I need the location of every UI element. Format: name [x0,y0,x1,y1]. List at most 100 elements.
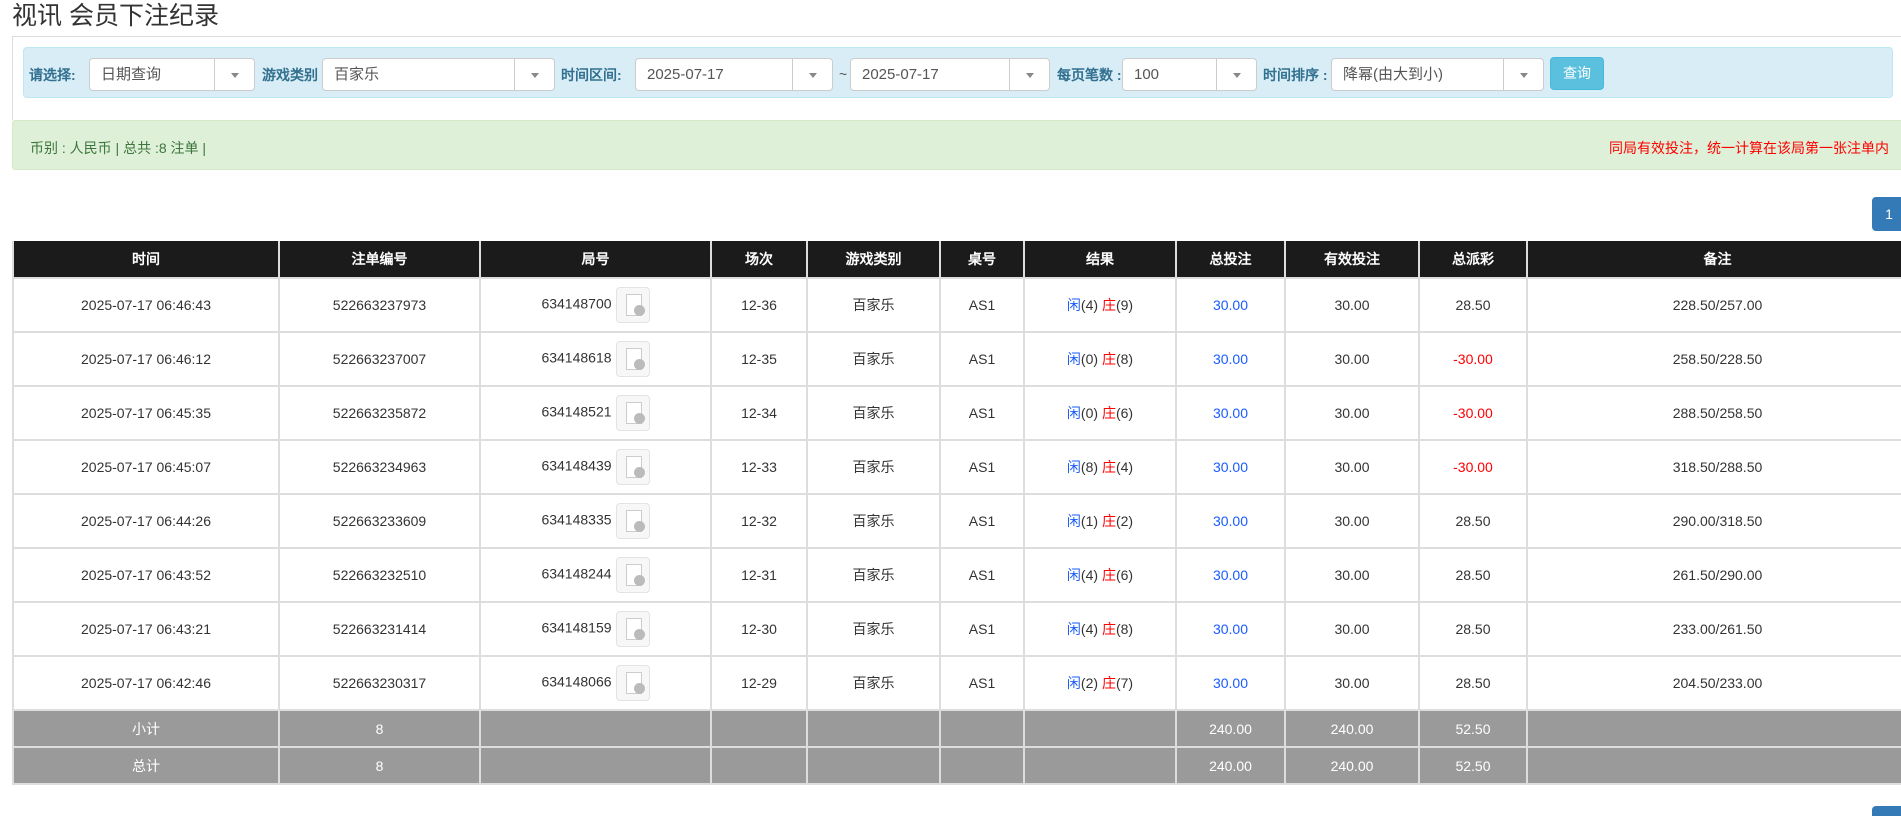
shoe-cell: 12-30 [710,601,808,657]
video-replay-icon[interactable] [615,503,650,539]
video-replay-icon[interactable] [615,341,650,377]
shoe-cell: 12-36 [710,277,808,333]
bet-id-cell: 522663237007 [278,331,481,387]
bet-records-table: 时间 注单编号 局号 场次 游戏类别 桌号 结果 总投注 有效投注 总派彩 备注 2025-07-1… [12,241,1901,785]
chevron-down-icon [1503,59,1543,90]
empty-cell [1526,746,1901,785]
sort-select[interactable]: 降幂(由大到小) [1331,58,1544,91]
table-row: 2025-07-17 06:46:12 522663237007 634148618… [12,331,1901,387]
round-number: 634148335 [541,511,612,528]
page-1-button[interactable]: 1 [1872,197,1901,231]
bet-id-cell: 522663230317 [278,655,481,711]
player-label: 闲 [1066,675,1081,691]
banker-score: (7) [1115,675,1134,691]
payout-cell: 52.50 [1418,746,1528,785]
perpage-select[interactable]: 100 [1122,58,1257,91]
player-label: 闲 [1066,513,1081,529]
subtotal-row: 小计 8 240.00 240.00 52.50 [12,709,1901,748]
game-type-select[interactable]: 百家乐 [322,58,555,91]
banker-label: 庄 [1101,459,1116,475]
player-label: 闲 [1066,405,1081,421]
note-cell: 290.00/318.50 [1526,493,1901,549]
total-bet-cell: 30.00 [1175,655,1286,711]
time-cell: 2025-07-17 06:42:46 [12,655,280,711]
payout-cell: 28.50 [1418,493,1528,549]
round-cell: 634148618 [479,331,712,387]
game-label: 游戏类别 [262,67,318,83]
header-total-bet: 总投注 [1175,241,1286,279]
round-number: 634148439 [541,457,612,474]
round-number: 634148244 [541,565,612,582]
round-cell: 634148335 [479,493,712,549]
query-button[interactable]: 查询 [1550,57,1604,90]
banker-label: 庄 [1101,405,1116,421]
summary-bar: 币别 : 人民币 | 总共 :8 注单 | 同局有效投注，统一计算在该局第一张注… [12,120,1901,170]
query-type-select[interactable]: 日期查询 [89,58,255,91]
total-bet-cell: 30.00 [1175,493,1286,549]
select-label: 请选择: [29,67,76,83]
bet-id-cell: 522663234963 [278,439,481,495]
game-cell: 百家乐 [806,547,941,603]
valid-bet-cell: 30.00 [1284,277,1420,333]
round-number: 634148618 [541,349,612,366]
table-no-cell: AS1 [939,277,1025,333]
date-from-select[interactable]: 2025-07-17 [635,58,833,91]
game-cell: 百家乐 [806,385,941,441]
date-to-select[interactable]: 2025-07-17 [850,58,1050,91]
banker-score: (8) [1115,621,1134,637]
player-score: (0) [1080,405,1099,421]
payout-cell: 28.50 [1418,277,1528,333]
round-cell: 634148159 [479,601,712,657]
bottom-page-button[interactable] [1872,806,1901,816]
count-cell: 8 [278,709,481,748]
shoe-cell: 12-35 [710,331,808,387]
empty-cell [806,709,941,748]
player-score: (4) [1080,297,1099,313]
round-number: 634148521 [541,403,612,420]
round-cell: 634148700 [479,277,712,333]
table-row: 2025-07-17 06:45:07 522663234963 634148439… [12,439,1901,495]
chevron-down-icon [1216,59,1256,90]
shoe-cell: 12-31 [710,547,808,603]
player-label: 闲 [1066,297,1081,313]
valid-bet-cell: 30.00 [1284,385,1420,441]
payout-cell: 28.50 [1418,655,1528,711]
header-shoe: 场次 [710,241,808,279]
banker-score: (6) [1115,567,1134,583]
game-type-value: 百家乐 [334,66,380,83]
video-replay-icon[interactable] [615,665,650,701]
round-number: 634148066 [541,673,612,690]
banker-score: (4) [1115,459,1134,475]
count-cell: 8 [278,746,481,785]
header-note: 备注 [1526,241,1901,279]
video-replay-icon[interactable] [615,287,650,323]
time-cell: 2025-07-17 06:45:35 [12,385,280,441]
result-cell: 闲(8) 庄(4) [1023,439,1177,495]
payout-cell: -30.00 [1418,331,1528,387]
player-label: 闲 [1066,351,1081,367]
range-separator: ~ [839,66,848,82]
banker-score: (9) [1115,297,1134,313]
total-bet-cell: 30.00 [1175,331,1286,387]
payout-cell: 28.50 [1418,601,1528,657]
banker-label: 庄 [1101,513,1116,529]
video-replay-icon[interactable] [615,611,650,647]
valid-bet-cell: 240.00 [1284,709,1420,748]
video-replay-icon[interactable] [615,557,650,593]
bet-id-cell: 522663232510 [278,547,481,603]
video-replay-icon[interactable] [615,395,650,431]
game-cell: 百家乐 [806,601,941,657]
video-replay-icon[interactable] [615,449,650,485]
note-cell: 261.50/290.00 [1526,547,1901,603]
note-cell: 288.50/258.50 [1526,385,1901,441]
chevron-down-icon [792,59,832,90]
banker-label: 庄 [1101,675,1116,691]
range-label: 时间区间: [561,67,622,83]
player-score: (1) [1080,513,1099,529]
header-table-no: 桌号 [939,241,1025,279]
shoe-cell: 12-29 [710,655,808,711]
note-cell: 318.50/288.50 [1526,439,1901,495]
valid-bet-cell: 30.00 [1284,655,1420,711]
game-cell: 百家乐 [806,493,941,549]
table-no-cell: AS1 [939,439,1025,495]
